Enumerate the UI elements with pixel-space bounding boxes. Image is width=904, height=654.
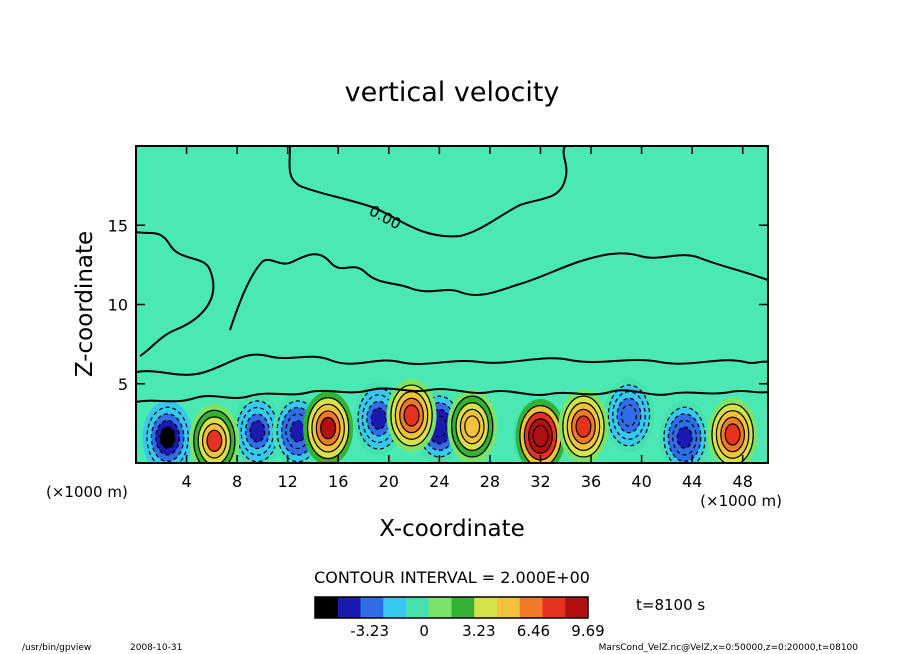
y-tick-label: 5 bbox=[118, 375, 128, 394]
downdraft-cell bbox=[370, 407, 387, 430]
colorbar-swatch bbox=[428, 597, 452, 618]
colorbar-swatch bbox=[315, 597, 339, 618]
x-tick-label: 4 bbox=[181, 472, 191, 491]
downdraft-cell bbox=[159, 426, 176, 449]
colorbar-swatch bbox=[383, 597, 407, 618]
colorbar-tick-label: 0 bbox=[419, 622, 429, 640]
x-unit-left: (×1000 m) bbox=[46, 483, 128, 501]
x-axis-label: X-coordinate bbox=[379, 516, 525, 542]
chart-title: vertical velocity bbox=[345, 77, 560, 108]
updraft-cell bbox=[403, 404, 420, 427]
contour-zero-low bbox=[136, 353, 768, 376]
plot-area bbox=[136, 146, 768, 463]
updraft-cell bbox=[532, 424, 549, 448]
x-axis: 4 8 12 16 20 24 28 32 36 40 44 48 bbox=[181, 146, 753, 491]
contour-zero-mid bbox=[136, 231, 215, 357]
time-label: t=8100 s bbox=[636, 596, 705, 614]
colorbar-tick-label: 3.23 bbox=[462, 622, 495, 640]
colorbar-tick-label: -3.23 bbox=[350, 622, 389, 640]
x-tick-label: 40 bbox=[631, 472, 651, 491]
x-tick-label: 12 bbox=[278, 472, 298, 491]
colorbar-swatch bbox=[337, 597, 361, 618]
downdraft-cell bbox=[289, 420, 306, 443]
contour-zero-lower bbox=[136, 387, 768, 403]
colorbar-frame bbox=[314, 596, 589, 619]
y-axis-label: Z-coordinate bbox=[72, 231, 98, 377]
contour-zero-upper bbox=[288, 146, 568, 238]
colorbar: -3.23 0 3.23 6.46 9.69 bbox=[314, 596, 605, 640]
colorbar-swatch bbox=[406, 597, 430, 618]
footer-source: MarsCond_VelZ.nc@VelZ,x=0:50000,z=0:2000… bbox=[599, 643, 859, 653]
footer-date: 2008-10-31 bbox=[130, 643, 182, 653]
x-tick-label: 36 bbox=[581, 472, 601, 491]
downdraft-cell bbox=[249, 420, 266, 443]
x-tick-label: 24 bbox=[429, 472, 449, 491]
x-tick-label: 20 bbox=[379, 472, 399, 491]
colorbar-swatch bbox=[542, 597, 566, 618]
colorbar-swatch bbox=[519, 597, 543, 618]
contour-interval-label: CONTOUR INTERVAL = 2.000E+00 bbox=[314, 568, 590, 587]
colorbar-tick-label: 6.46 bbox=[517, 622, 550, 640]
colorbar-swatch bbox=[360, 597, 384, 618]
x-tick-label: 48 bbox=[733, 472, 753, 491]
downdraft-cell bbox=[620, 404, 637, 427]
colorbar-tick-label: 9.69 bbox=[571, 622, 604, 640]
y-tick-label: 10 bbox=[108, 296, 128, 315]
x-tick-label: 16 bbox=[328, 472, 348, 491]
colorbar-swatch bbox=[474, 597, 498, 618]
x-tick-label: 28 bbox=[480, 472, 500, 491]
colorbar-swatch bbox=[565, 597, 589, 618]
contour-zero-ridge bbox=[229, 252, 768, 331]
velocity-field bbox=[142, 378, 758, 463]
updraft-cell bbox=[464, 415, 481, 438]
updraft-cell bbox=[575, 415, 592, 438]
x-unit-right: (×1000 m) bbox=[700, 492, 782, 510]
updraft-cell bbox=[320, 416, 337, 440]
y-axis: 5 10 15 bbox=[108, 216, 768, 394]
x-tick-label: 8 bbox=[232, 472, 242, 491]
x-tick-label: 44 bbox=[682, 472, 702, 491]
colorbar-swatch bbox=[451, 597, 475, 618]
footer-program: /usr/bin/gpview bbox=[22, 643, 91, 653]
y-tick-label: 15 bbox=[108, 216, 128, 235]
colorbar-swatch bbox=[497, 597, 521, 618]
contour-lines bbox=[136, 146, 768, 403]
updraft-cell bbox=[206, 429, 223, 453]
x-tick-label: 32 bbox=[530, 472, 550, 491]
downdraft-cell bbox=[676, 426, 693, 449]
updraft-cell bbox=[724, 423, 741, 446]
